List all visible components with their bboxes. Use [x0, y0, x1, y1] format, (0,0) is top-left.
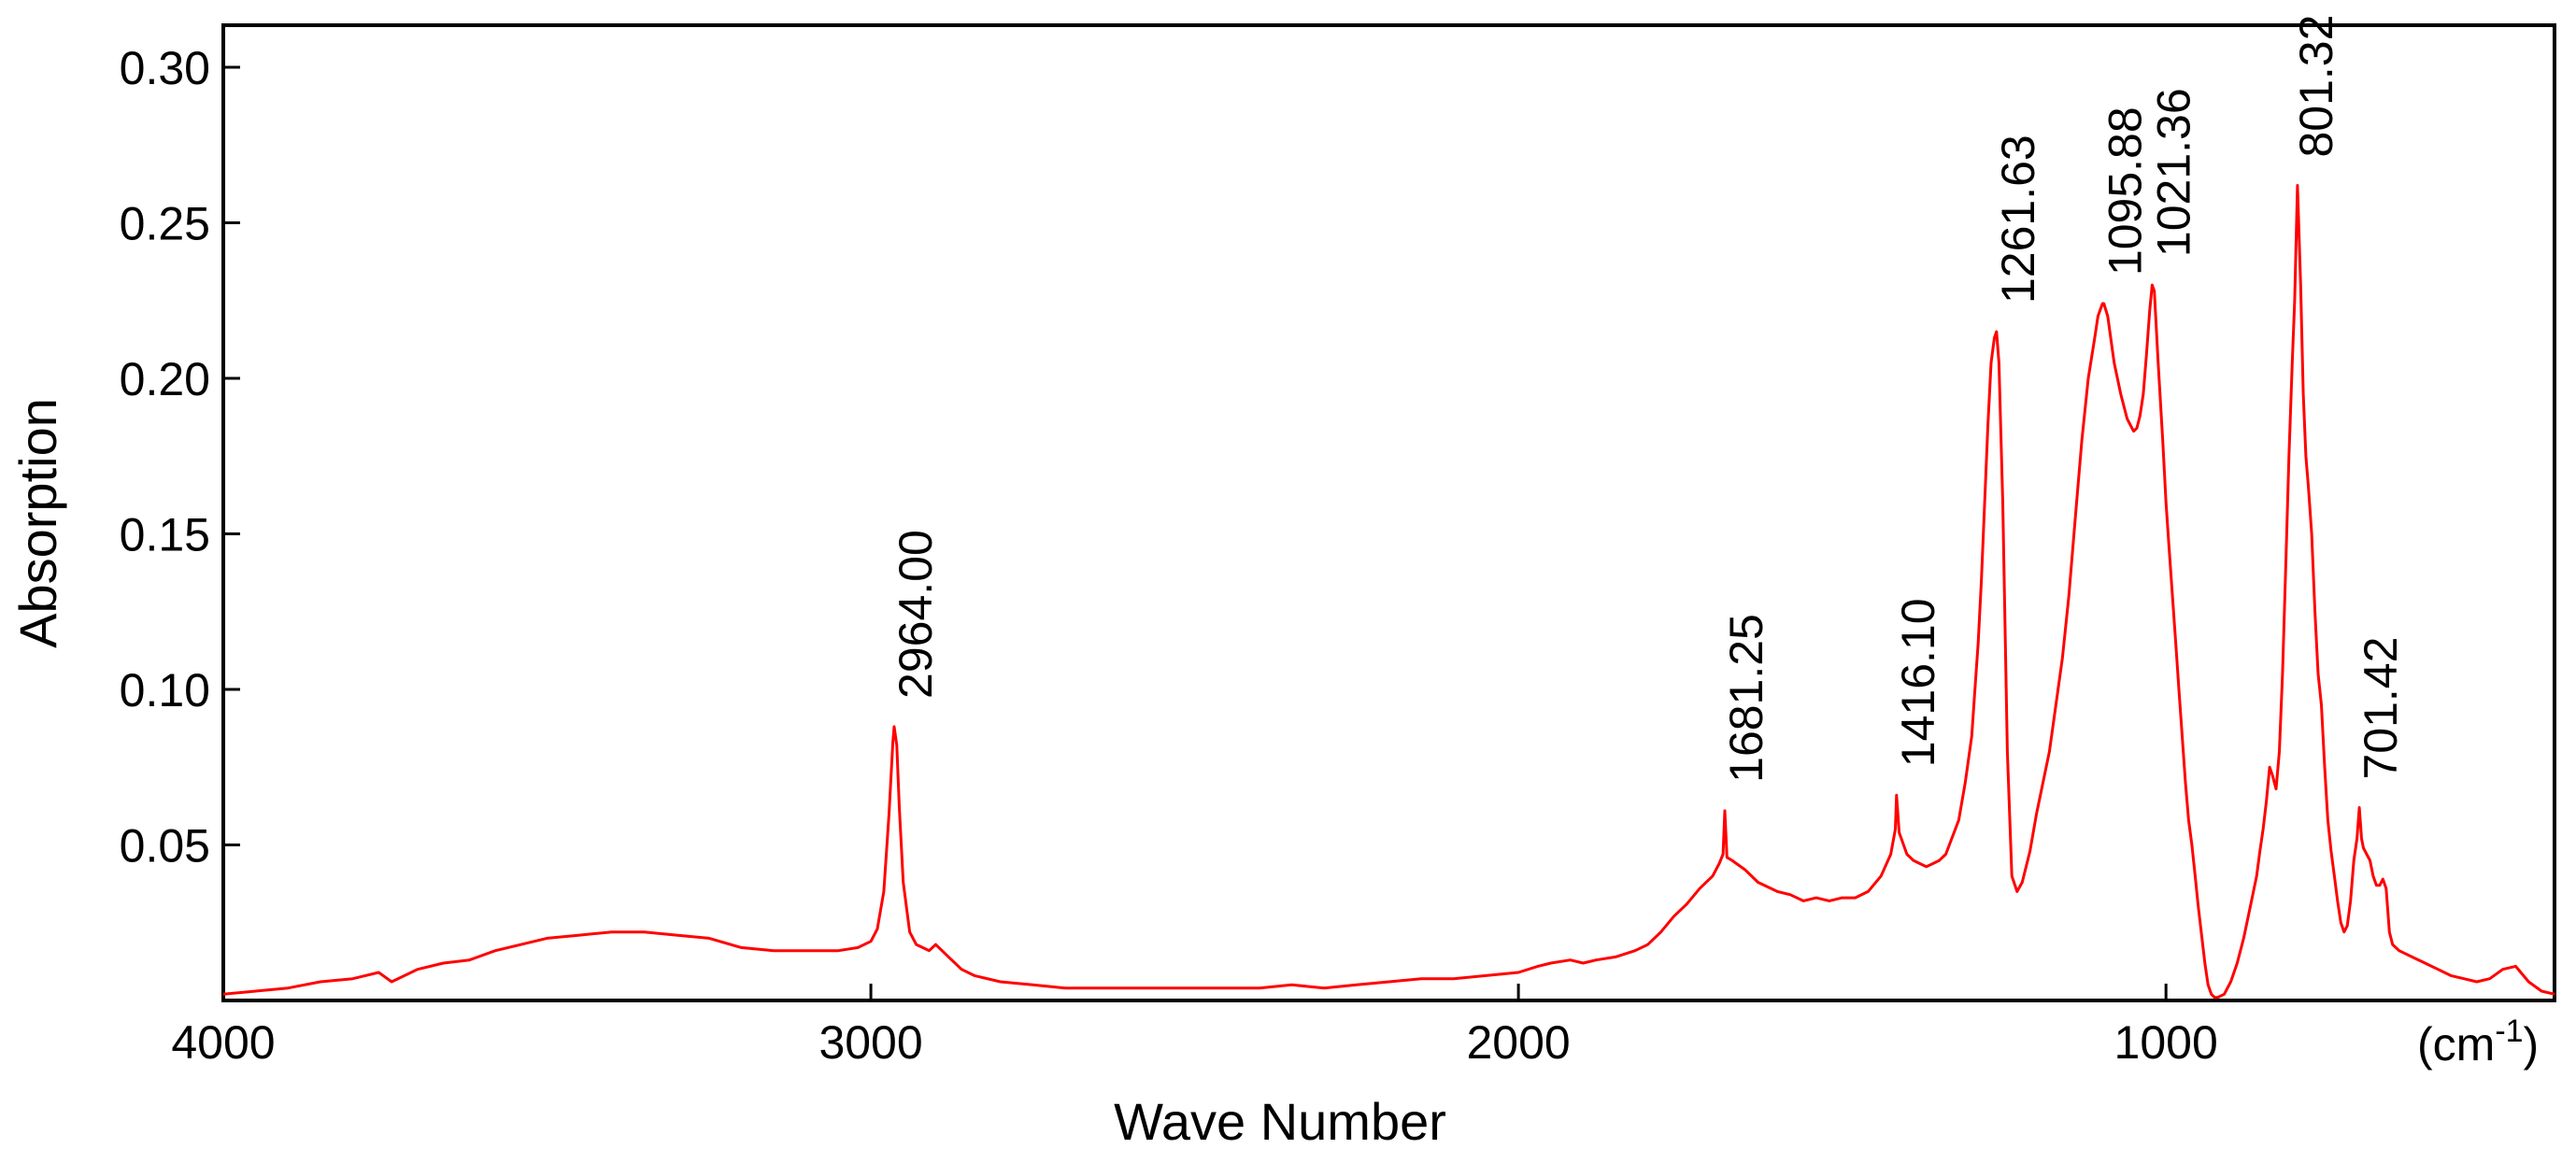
- x-tick-label: 1000: [2114, 1016, 2218, 1069]
- spectrum-line: [222, 184, 2555, 1000]
- y-axis-label: Absorption: [8, 398, 67, 648]
- peak-label: 1095.88: [2099, 106, 2152, 276]
- plot-frame: [221, 23, 2556, 1002]
- y-tick-label: 0.10: [120, 664, 210, 716]
- y-tick-label: 0.30: [120, 42, 210, 94]
- x-axis-unit: (cm-1): [2417, 1014, 2539, 1071]
- y-tick-label: 0.20: [120, 353, 210, 405]
- peak-label: 1021.36: [2147, 88, 2199, 257]
- x-tick-label: 3000: [818, 1016, 922, 1069]
- x-tick-label: 4000: [171, 1016, 275, 1069]
- x-unit-base: (cm: [2417, 1018, 2495, 1071]
- x-unit-close: ): [2524, 1018, 2540, 1071]
- x-unit-superscript: -1: [2495, 1014, 2523, 1049]
- y-tick-label: 0.25: [120, 197, 210, 249]
- x-axis-ticks: 4000 3000 2000 1000: [171, 984, 2218, 1069]
- peak-label: 1681.25: [1720, 614, 1772, 783]
- peak-label: 1416.10: [1892, 598, 1944, 767]
- peak-label: 1261.63: [1992, 135, 2044, 304]
- y-tick-label: 0.05: [120, 819, 210, 872]
- peak-label: 801.32: [2290, 15, 2342, 158]
- y-tick-label: 0.15: [120, 508, 210, 560]
- x-axis-label: Wave Number: [1114, 1092, 1446, 1151]
- x-tick-label: 2000: [1466, 1016, 1570, 1069]
- peak-label: 2964.00: [890, 530, 942, 699]
- peak-label: 701.42: [2355, 637, 2407, 780]
- y-axis-ticks: 0.05 0.10 0.15 0.20 0.25 0.30: [120, 42, 240, 872]
- peak-labels: 2964.00 1681.25 1416.10 1261.63 1095.881021.…: [890, 15, 2407, 783]
